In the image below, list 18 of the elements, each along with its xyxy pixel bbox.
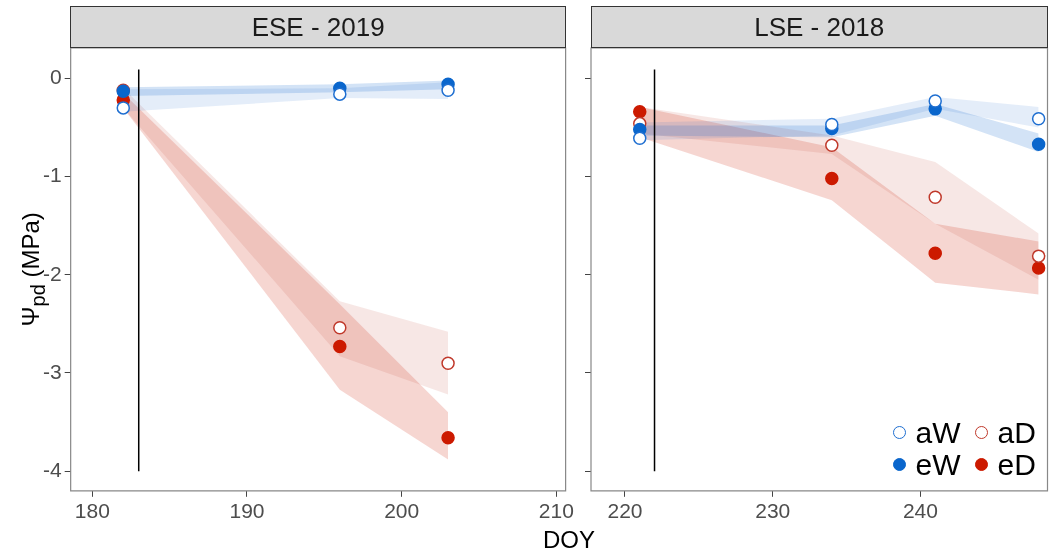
legend-label: eW — [915, 447, 961, 481]
y-tick-label: 0 — [49, 65, 62, 89]
legend-label: aD — [997, 415, 1036, 449]
y-tick-label: -4 — [42, 457, 62, 481]
chart-title: ESE - 2019 — [70, 6, 567, 48]
legend-label: eD — [997, 447, 1036, 481]
x-tick-label: 200 — [384, 499, 420, 523]
x-axis-title: DOY — [542, 526, 596, 554]
x-tick-label: 230 — [755, 499, 791, 523]
chart-title: LSE - 2018 — [590, 6, 1048, 48]
x-tick-label: 190 — [229, 499, 265, 523]
x-tick-label: 240 — [902, 499, 938, 523]
x-tick-label: 180 — [74, 499, 110, 523]
x-tick-label: 220 — [607, 499, 643, 523]
legend-label: aW — [915, 415, 961, 449]
x-tick-label: 210 — [538, 499, 574, 523]
y-tick-label: -3 — [42, 359, 62, 383]
y-tick-label: -1 — [42, 163, 62, 187]
